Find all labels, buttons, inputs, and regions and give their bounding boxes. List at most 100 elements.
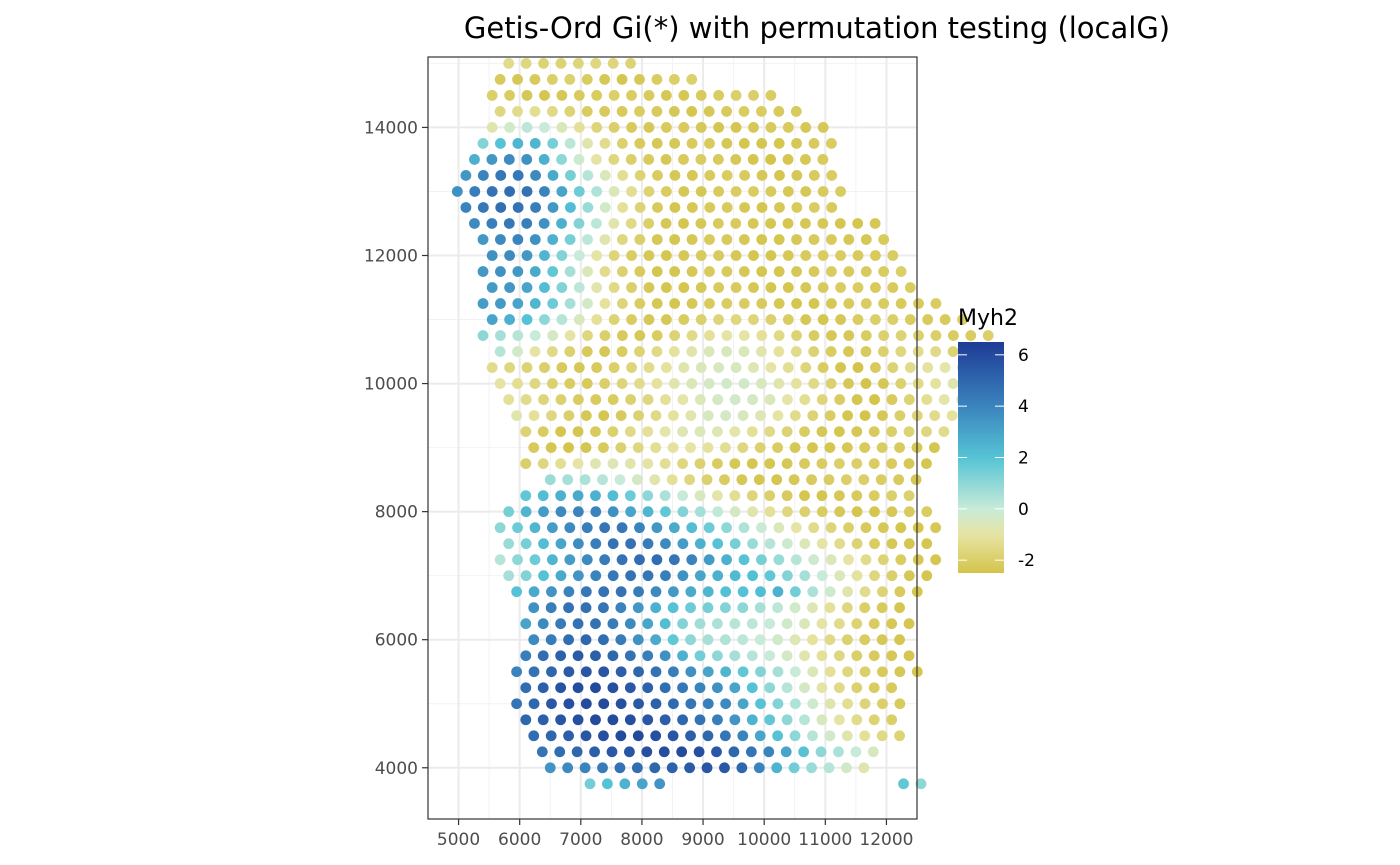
data-point xyxy=(668,346,680,357)
data-point xyxy=(579,762,591,774)
data-point xyxy=(721,170,733,181)
data-point xyxy=(748,186,759,197)
data-point xyxy=(788,762,800,774)
data-point xyxy=(826,138,837,149)
data-point xyxy=(537,650,549,662)
data-point xyxy=(790,346,802,357)
data-point xyxy=(529,106,541,117)
data-point xyxy=(625,538,637,550)
data-point xyxy=(748,282,759,293)
data-point xyxy=(598,698,610,710)
data-point xyxy=(824,666,836,678)
data-point xyxy=(572,426,584,437)
data-point xyxy=(807,634,818,646)
data-point xyxy=(495,138,506,149)
data-point xyxy=(835,362,846,373)
data-point xyxy=(921,426,932,437)
data-point xyxy=(772,698,784,710)
data-point xyxy=(851,506,863,518)
data-point xyxy=(617,202,629,213)
y-tick-label: 12000 xyxy=(364,247,418,267)
chart-title: Getis-Ord Gi(*) with permutation testing… xyxy=(464,11,1170,45)
data-point xyxy=(660,570,671,582)
data-point xyxy=(843,378,854,389)
data-point xyxy=(930,346,942,357)
data-point xyxy=(694,426,706,437)
data-point xyxy=(503,218,515,229)
data-point xyxy=(800,122,812,133)
data-point xyxy=(660,314,672,325)
data-point xyxy=(545,730,557,742)
data-point xyxy=(521,218,533,229)
data-point xyxy=(581,106,593,117)
data-point xyxy=(520,490,532,502)
data-point xyxy=(703,522,715,534)
data-point xyxy=(694,570,706,582)
data-point xyxy=(712,218,724,229)
data-point xyxy=(713,186,725,197)
data-point xyxy=(520,58,532,69)
data-point xyxy=(572,650,584,662)
data-point xyxy=(851,394,863,405)
data-point xyxy=(791,330,802,341)
data-point xyxy=(842,666,854,678)
data-point xyxy=(651,138,663,149)
data-point xyxy=(729,426,741,437)
data-point xyxy=(870,282,881,293)
data-point xyxy=(495,330,506,341)
data-point xyxy=(773,298,785,309)
data-point xyxy=(748,90,759,101)
data-point xyxy=(512,170,524,181)
data-point xyxy=(712,538,724,550)
data-point xyxy=(869,394,880,405)
data-point xyxy=(546,74,558,85)
data-point xyxy=(632,730,644,742)
data-point xyxy=(659,458,671,470)
data-point xyxy=(886,618,898,630)
data-point xyxy=(894,586,906,598)
data-point xyxy=(730,154,742,165)
data-point xyxy=(824,602,836,614)
data-point xyxy=(538,506,549,518)
data-point xyxy=(643,122,655,133)
data-point xyxy=(817,250,829,261)
data-point xyxy=(650,698,662,710)
data-point xyxy=(799,570,811,582)
data-point xyxy=(555,714,567,726)
data-point xyxy=(729,650,741,662)
data-point xyxy=(910,474,922,486)
data-point xyxy=(556,250,568,261)
data-point xyxy=(833,650,845,662)
data-point xyxy=(868,490,880,502)
data-point xyxy=(886,714,898,726)
data-point xyxy=(868,650,880,662)
data-point xyxy=(582,330,593,341)
data-point xyxy=(850,746,862,758)
data-point xyxy=(702,602,714,614)
data-point xyxy=(772,442,784,454)
data-point xyxy=(512,202,524,213)
data-point xyxy=(529,330,541,341)
data-point xyxy=(652,202,663,213)
data-point xyxy=(808,170,820,181)
data-point xyxy=(982,330,994,341)
data-point xyxy=(858,474,870,486)
data-point xyxy=(529,234,541,245)
data-point xyxy=(789,634,801,646)
data-point xyxy=(729,490,741,502)
data-point xyxy=(816,394,828,405)
data-point xyxy=(651,522,663,534)
data-point xyxy=(939,362,951,373)
data-point xyxy=(512,74,523,85)
data-point xyxy=(713,282,725,293)
data-point xyxy=(701,474,713,486)
data-point xyxy=(737,602,749,614)
data-point xyxy=(636,778,648,790)
data-point xyxy=(898,778,909,790)
data-point xyxy=(930,522,942,534)
data-point xyxy=(808,138,820,149)
data-point xyxy=(650,730,662,742)
data-point xyxy=(851,538,863,550)
data-point xyxy=(477,330,489,341)
